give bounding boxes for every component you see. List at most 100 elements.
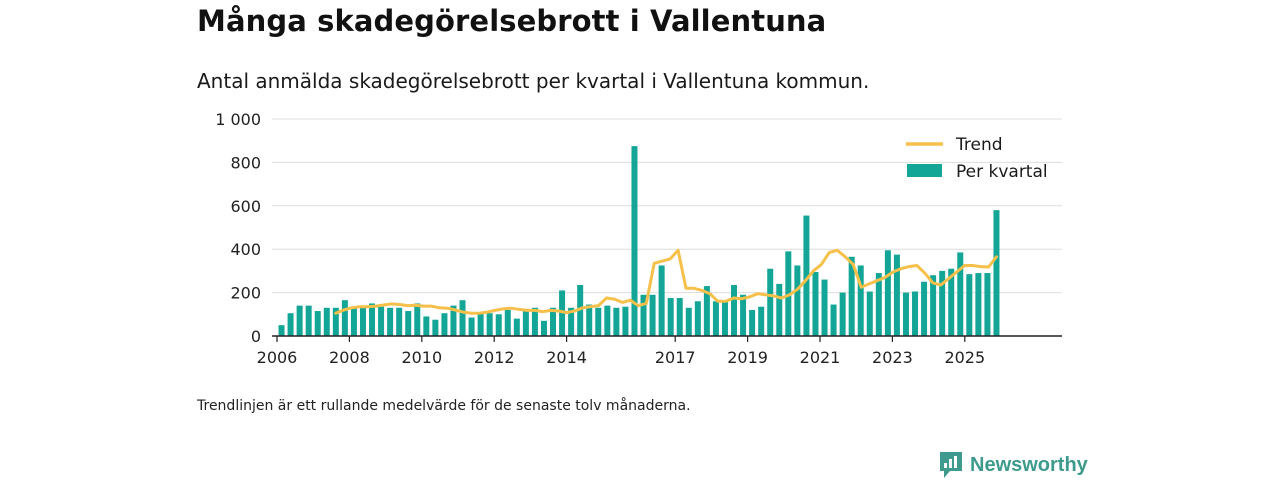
bar (676, 298, 683, 336)
bar (758, 306, 765, 336)
bar (984, 273, 991, 336)
bar (359, 307, 366, 336)
x-tick-label: 2010 (401, 348, 442, 367)
page-title: Många skadegörelsebrott i Vallentuna (197, 4, 827, 38)
bar (930, 275, 937, 336)
x-tick-label: 2025 (944, 348, 985, 367)
bar (731, 285, 738, 336)
bar (450, 305, 457, 336)
bar (749, 309, 756, 336)
bar (459, 300, 466, 336)
bar (703, 286, 710, 336)
bar-series (278, 146, 1000, 336)
bar (966, 274, 973, 336)
bar (559, 290, 566, 336)
bar (803, 215, 810, 336)
chart-legend: Trend Per kvartal (906, 135, 1048, 182)
bar (613, 307, 620, 336)
y-tick-label: 0 (251, 327, 261, 346)
bar (540, 320, 547, 336)
y-tick-label: 400 (230, 240, 261, 259)
newsworthy-logo-text: Newsworthy (970, 453, 1088, 476)
bar (649, 294, 656, 336)
bar (902, 292, 909, 336)
legend-bar-label: Per kvartal (956, 162, 1048, 182)
newsworthy-logo[interactable]: Newsworthy (938, 450, 1088, 480)
newsworthy-logo-icon (940, 452, 962, 478)
bar (278, 325, 285, 336)
y-axis-ticks: 0 200 400 600 800 1 000 (215, 110, 261, 346)
bar (332, 307, 339, 336)
bar (776, 283, 783, 336)
y-tick-label: 600 (230, 197, 261, 216)
bar (441, 313, 448, 336)
bar (712, 301, 719, 336)
legend-bar-swatch (907, 164, 942, 177)
y-tick-label: 800 (230, 153, 261, 172)
bar (912, 291, 919, 336)
bar (740, 294, 747, 336)
bar (550, 307, 557, 336)
bar (414, 303, 421, 336)
bar (595, 307, 602, 336)
bar (694, 301, 701, 336)
bar (993, 210, 1000, 336)
bar (812, 271, 819, 336)
bar (866, 291, 873, 336)
x-tick-label: 2019 (727, 348, 768, 367)
bar (577, 285, 584, 336)
x-axis-ticks: 2006 2008 2010 2012 2014 2017 2019 2021 2023 2025 (257, 336, 985, 367)
bar (921, 281, 928, 336)
bar (721, 301, 728, 336)
bar (640, 294, 647, 336)
bar (350, 307, 357, 336)
bar (423, 316, 430, 336)
bar (875, 273, 882, 336)
grid-lines (272, 118, 1062, 294)
bar (504, 309, 511, 336)
bar (685, 307, 692, 336)
bar (857, 265, 864, 336)
bar (821, 279, 828, 336)
bar (839, 292, 846, 336)
bar (305, 305, 312, 336)
x-tick-label: 2017 (655, 348, 696, 367)
y-tick-label: 1 000 (215, 110, 261, 129)
legend-trend-label: Trend (955, 135, 1003, 155)
bar (369, 303, 376, 336)
bar (884, 250, 891, 336)
trend-line (334, 248, 998, 315)
bar (378, 306, 385, 336)
bar (513, 318, 520, 336)
bar (631, 146, 638, 336)
bar (568, 307, 575, 336)
bar (586, 304, 593, 336)
x-tick-label: 2021 (800, 348, 841, 367)
bar (794, 265, 801, 336)
bar (975, 273, 982, 336)
footnote: Trendlinjen är ett rullande medelvärde f… (197, 398, 691, 414)
bar (477, 312, 484, 336)
bar (830, 304, 837, 336)
x-tick-label: 2014 (546, 348, 587, 367)
bar (658, 265, 665, 336)
bar (486, 313, 493, 336)
bar (848, 256, 855, 336)
bar (495, 314, 502, 336)
bar (604, 305, 611, 336)
bar (767, 268, 774, 336)
bar (387, 307, 394, 336)
x-tick-label: 2006 (257, 348, 298, 367)
bar (396, 307, 403, 336)
bar (622, 306, 629, 336)
y-tick-label: 200 (230, 284, 261, 303)
x-tick-label: 2012 (474, 348, 515, 367)
bar (939, 270, 946, 336)
bar (341, 300, 348, 336)
bar (522, 308, 529, 336)
bar (893, 254, 900, 336)
chart-subtitle: Antal anmälda skadegörelsebrott per kvar… (197, 69, 870, 93)
bar (323, 307, 330, 336)
bar (531, 307, 538, 336)
